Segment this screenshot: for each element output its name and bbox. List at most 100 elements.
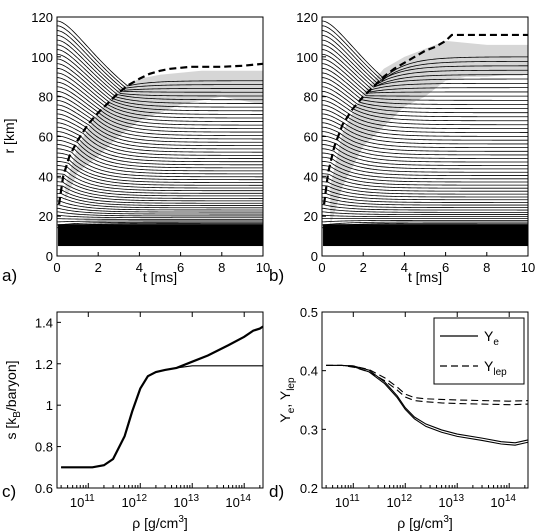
y-tick-label: 60 <box>304 130 318 145</box>
panel-a-plot-area <box>57 20 263 247</box>
panel-c-series-0 <box>61 325 263 469</box>
panel-d-series <box>326 364 528 446</box>
x-tick-label: 10 <box>256 260 270 275</box>
x-tick-label: 1012 <box>121 493 147 510</box>
x-axis-label-text: ρ [g/cm <box>132 515 178 531</box>
y-tick-label: 0.8 <box>35 440 53 455</box>
panel-a-trajectory-26 <box>57 126 263 163</box>
panel-a-y-ticks: 0 20 40 60 80 100 120 <box>31 10 61 264</box>
panel-a-trajectory-40 <box>57 63 263 115</box>
panel-d-legend: Ye Ylep <box>433 317 525 385</box>
legend-symbol: Y <box>484 328 494 344</box>
panel-a-trajectory-14 <box>57 177 263 197</box>
panel-a-trajectory-35 <box>57 86 263 133</box>
legend-sub: e <box>493 337 499 348</box>
x-tick-label: 1011 <box>70 493 95 510</box>
panel-b-trajectory-12 <box>322 185 528 198</box>
y-tick-label: 80 <box>304 90 318 105</box>
x-tick-exponent: 12 <box>136 493 148 504</box>
panel-a-trajectory-45 <box>57 39 263 97</box>
panel-a-shaded-region <box>65 70 263 201</box>
panel-d-axes-frame <box>321 311 529 489</box>
panel-b-x-ticks: 0 2 4 6 8 10 <box>318 252 535 275</box>
x-tick-label: 6 <box>442 260 449 275</box>
panel-b-trajectory-4 <box>322 214 528 218</box>
panel-b-trajectory-13 <box>322 181 528 195</box>
panel-b-trajectory-40 <box>322 63 528 97</box>
panel-c-y-ticks: 0.6 0.8 1 1.2 1.4 <box>35 315 61 496</box>
panel-a-trajectory-36 <box>57 81 263 130</box>
panel-d-xlabel: ρ [g/cm3] <box>397 514 453 531</box>
y-axis-label-sub: lep <box>286 377 297 391</box>
legend-box <box>433 317 525 385</box>
y-tick-label: 20 <box>39 209 53 224</box>
x-tick-label: 0 <box>318 260 325 275</box>
panel-c-axes-frame <box>56 311 264 489</box>
x-axis-label-sup: 3 <box>443 514 449 525</box>
y-tick-label: 80 <box>39 90 53 105</box>
y-axis-label-sub: e <box>286 407 297 413</box>
panel-b-trajectory-8 <box>322 200 528 209</box>
panel-a-trajectory-49 <box>57 20 263 87</box>
panel-b-trajectory-21 <box>322 148 528 170</box>
y-tick-label: 40 <box>304 169 318 184</box>
y-tick-label: 0.4 <box>300 364 318 379</box>
panel-b-trajectory-22 <box>322 144 528 166</box>
panel-a-trajectory-11 <box>57 189 263 204</box>
panel-b-trajectory-2 <box>322 219 528 223</box>
panel-b-trajectory-5 <box>322 211 528 215</box>
panel-b-trajectory-14 <box>322 177 528 192</box>
legend-label-1: Ylep <box>484 358 507 378</box>
x-tick-exponent: 13 <box>188 493 200 504</box>
x-axis-label-end: ] <box>449 515 453 531</box>
panel-a-trajectory-28 <box>57 117 263 156</box>
x-axis-label: ρ [g/cm3] <box>397 514 453 531</box>
panel-c-x-ticks: 1011 1012 1013 1014 <box>60 312 261 510</box>
panel-b-xlabel: t [ms] <box>408 269 442 285</box>
x-tick-label: 4 <box>401 260 408 275</box>
panel-d-series-3 <box>326 364 528 406</box>
panel-a-trajectory-33 <box>57 95 263 140</box>
panel-b-trajectory-9 <box>322 196 528 206</box>
panel-b-plot-area <box>322 20 528 247</box>
panel-d-ylabel: Ye, Ylep <box>277 377 297 423</box>
panel-d-plot-area <box>326 364 528 446</box>
panel-b-trajectory-44 <box>322 44 528 88</box>
panel-a-trajectory-16 <box>57 169 263 192</box>
panel-d: 1011 1012 1013 1014 0.20.30.40.5 ρ [g/cm3] … <box>269 305 529 531</box>
panel-a-trajectory-25 <box>57 131 263 166</box>
x-tick-exponent: 14 <box>505 493 517 504</box>
panel-a-trajectory-5 <box>57 211 263 217</box>
panel-b-trajectory-15 <box>322 173 528 189</box>
panel-b-trajectory-41 <box>322 58 528 94</box>
panel-b-trajectory-23 <box>322 139 528 163</box>
panel-b-trajectory-25 <box>322 131 528 156</box>
panel-c-xlabel: ρ [g/cm3] <box>132 514 188 531</box>
x-tick-label: 1014 <box>490 493 516 510</box>
panel-a-ylabel: r [km] <box>1 119 17 154</box>
panel-b-trajectory-37 <box>322 77 528 110</box>
panel-a-trajectory-46 <box>57 34 263 93</box>
panel-a-dense-band <box>58 224 263 247</box>
panel-a: 0 2 4 6 8 10 0 20 40 60 80 100 120 t [ms] r [km] a) <box>1 10 270 285</box>
x-axis-label-end: ] <box>184 515 188 531</box>
panel-b-trajectory-49 <box>322 20 528 79</box>
panel-a-shock-front <box>57 62 263 205</box>
x-tick-exponent: 11 <box>84 493 95 504</box>
panel-b-trajectory-19 <box>322 156 528 176</box>
panel-b-trajectory-10 <box>322 193 528 203</box>
panel-b-shock-front <box>322 33 528 205</box>
panel-c-series <box>61 325 263 469</box>
panel-a-trajectory-12 <box>57 185 263 202</box>
panel-b-trajectory-38 <box>322 72 528 105</box>
panel-a-trajectory-43 <box>57 49 263 104</box>
panel-b-trajectory-30 <box>322 109 528 137</box>
panel-b-trajectory-26 <box>322 126 528 152</box>
panel-a-xlabel: t [ms] <box>143 269 177 285</box>
panel-b-trajectory-43 <box>322 49 528 90</box>
panel-a-trajectory-4 <box>57 214 263 219</box>
y-tick-label: 0.3 <box>300 422 318 437</box>
y-axis-label-text: s [k <box>3 417 19 440</box>
x-tick-label: 1012 <box>386 493 412 510</box>
panel-b-trajectory-17 <box>322 165 528 183</box>
